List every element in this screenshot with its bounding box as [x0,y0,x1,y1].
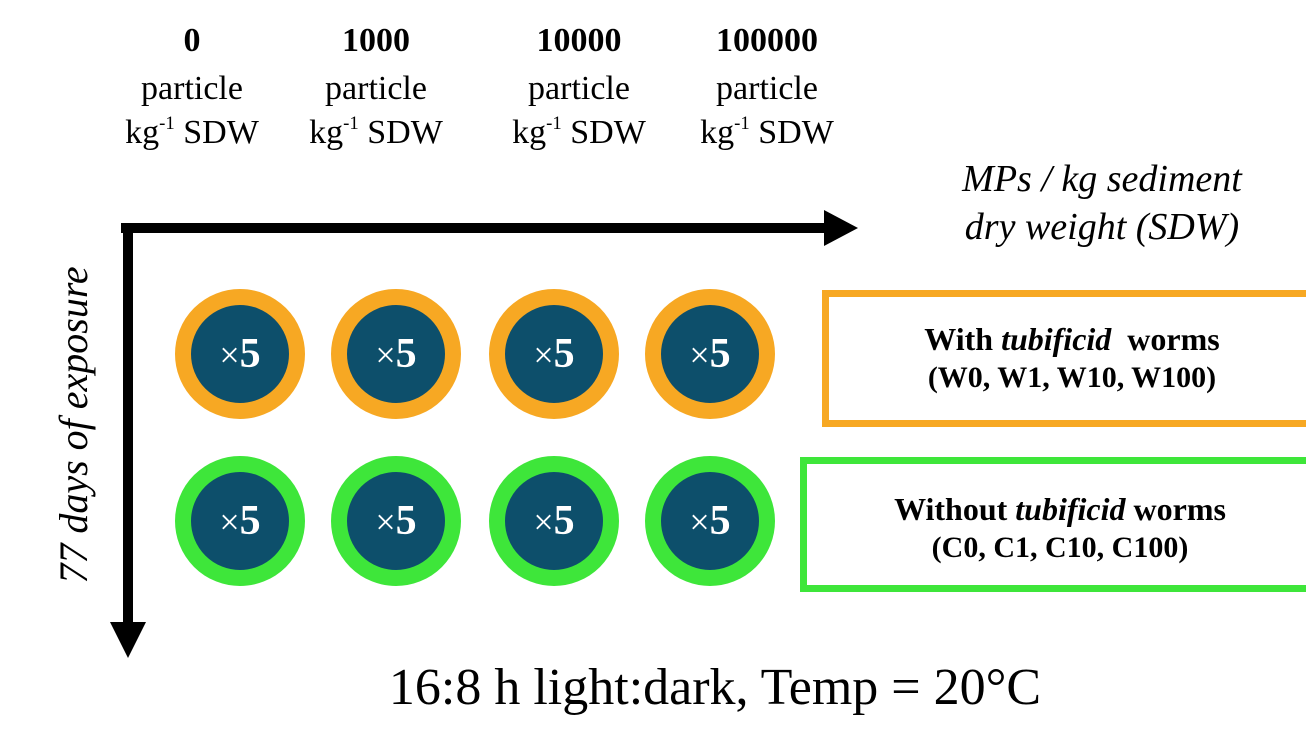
legend-without-worms: Without tubificid worms (C0, C1, C10, C1… [800,457,1306,592]
x-axis-label: MPs / kg sediment dry weight (SDW) [962,158,1242,248]
concentration-value: 10000 [536,22,622,59]
concentration-value: 0 [183,22,201,59]
unit-line: particle [528,70,630,107]
dish-w10: ×5 [489,289,619,419]
dish-w0: ×5 [175,289,305,419]
conditions-caption: 16:8 h light:dark, Temp = 20°C [388,659,1042,716]
y-axis-arrowhead [110,622,146,658]
x-axis-arrowhead [824,210,858,246]
legend-title: With tubificid worms [924,321,1220,357]
unit-line: kg-1 SDW [700,112,834,151]
replicate-count: ×5 [533,498,575,544]
dish-c10: ×5 [489,456,619,586]
column-header-0: 0 particle kg-1 SDW [97,24,287,160]
dish-c100: ×5 [645,456,775,586]
replicate-count: ×5 [219,498,261,544]
unit-line: kg-1 SDW [512,112,646,151]
legend-codes: (C0, C1, C10, C100) [931,531,1189,564]
dish-w100: ×5 [645,289,775,419]
column-header-1000: 1000 particle kg-1 SDW [281,24,471,160]
y-axis-label: 77 days of exposure [51,266,96,584]
column-header-100000: 100000 particle kg-1 SDW [672,24,862,160]
unit-line: particle [141,70,243,107]
concentration-value: 1000 [342,22,410,59]
unit-line: particle [716,70,818,107]
concentration-value: 100000 [716,22,818,59]
unit-line: kg-1 SDW [125,112,259,151]
dish-c0: ×5 [175,456,305,586]
column-header-10000: 10000 particle kg-1 SDW [484,24,674,160]
replicate-count: ×5 [689,498,731,544]
replicate-count: ×5 [219,331,261,377]
legend-codes: (W0, W1, W10, W100) [927,361,1217,394]
dish-c1: ×5 [331,456,461,586]
replicate-count: ×5 [375,331,417,377]
legend-with-worms: With tubificid worms (W0, W1, W10, W100) [822,290,1306,427]
replicate-count: ×5 [375,498,417,544]
dish-w1: ×5 [331,289,461,419]
replicate-count: ×5 [533,331,575,377]
legend-title: Without tubificid worms [894,491,1226,527]
unit-line: kg-1 SDW [309,112,443,151]
unit-line: particle [325,70,427,107]
replicate-count: ×5 [689,331,731,377]
